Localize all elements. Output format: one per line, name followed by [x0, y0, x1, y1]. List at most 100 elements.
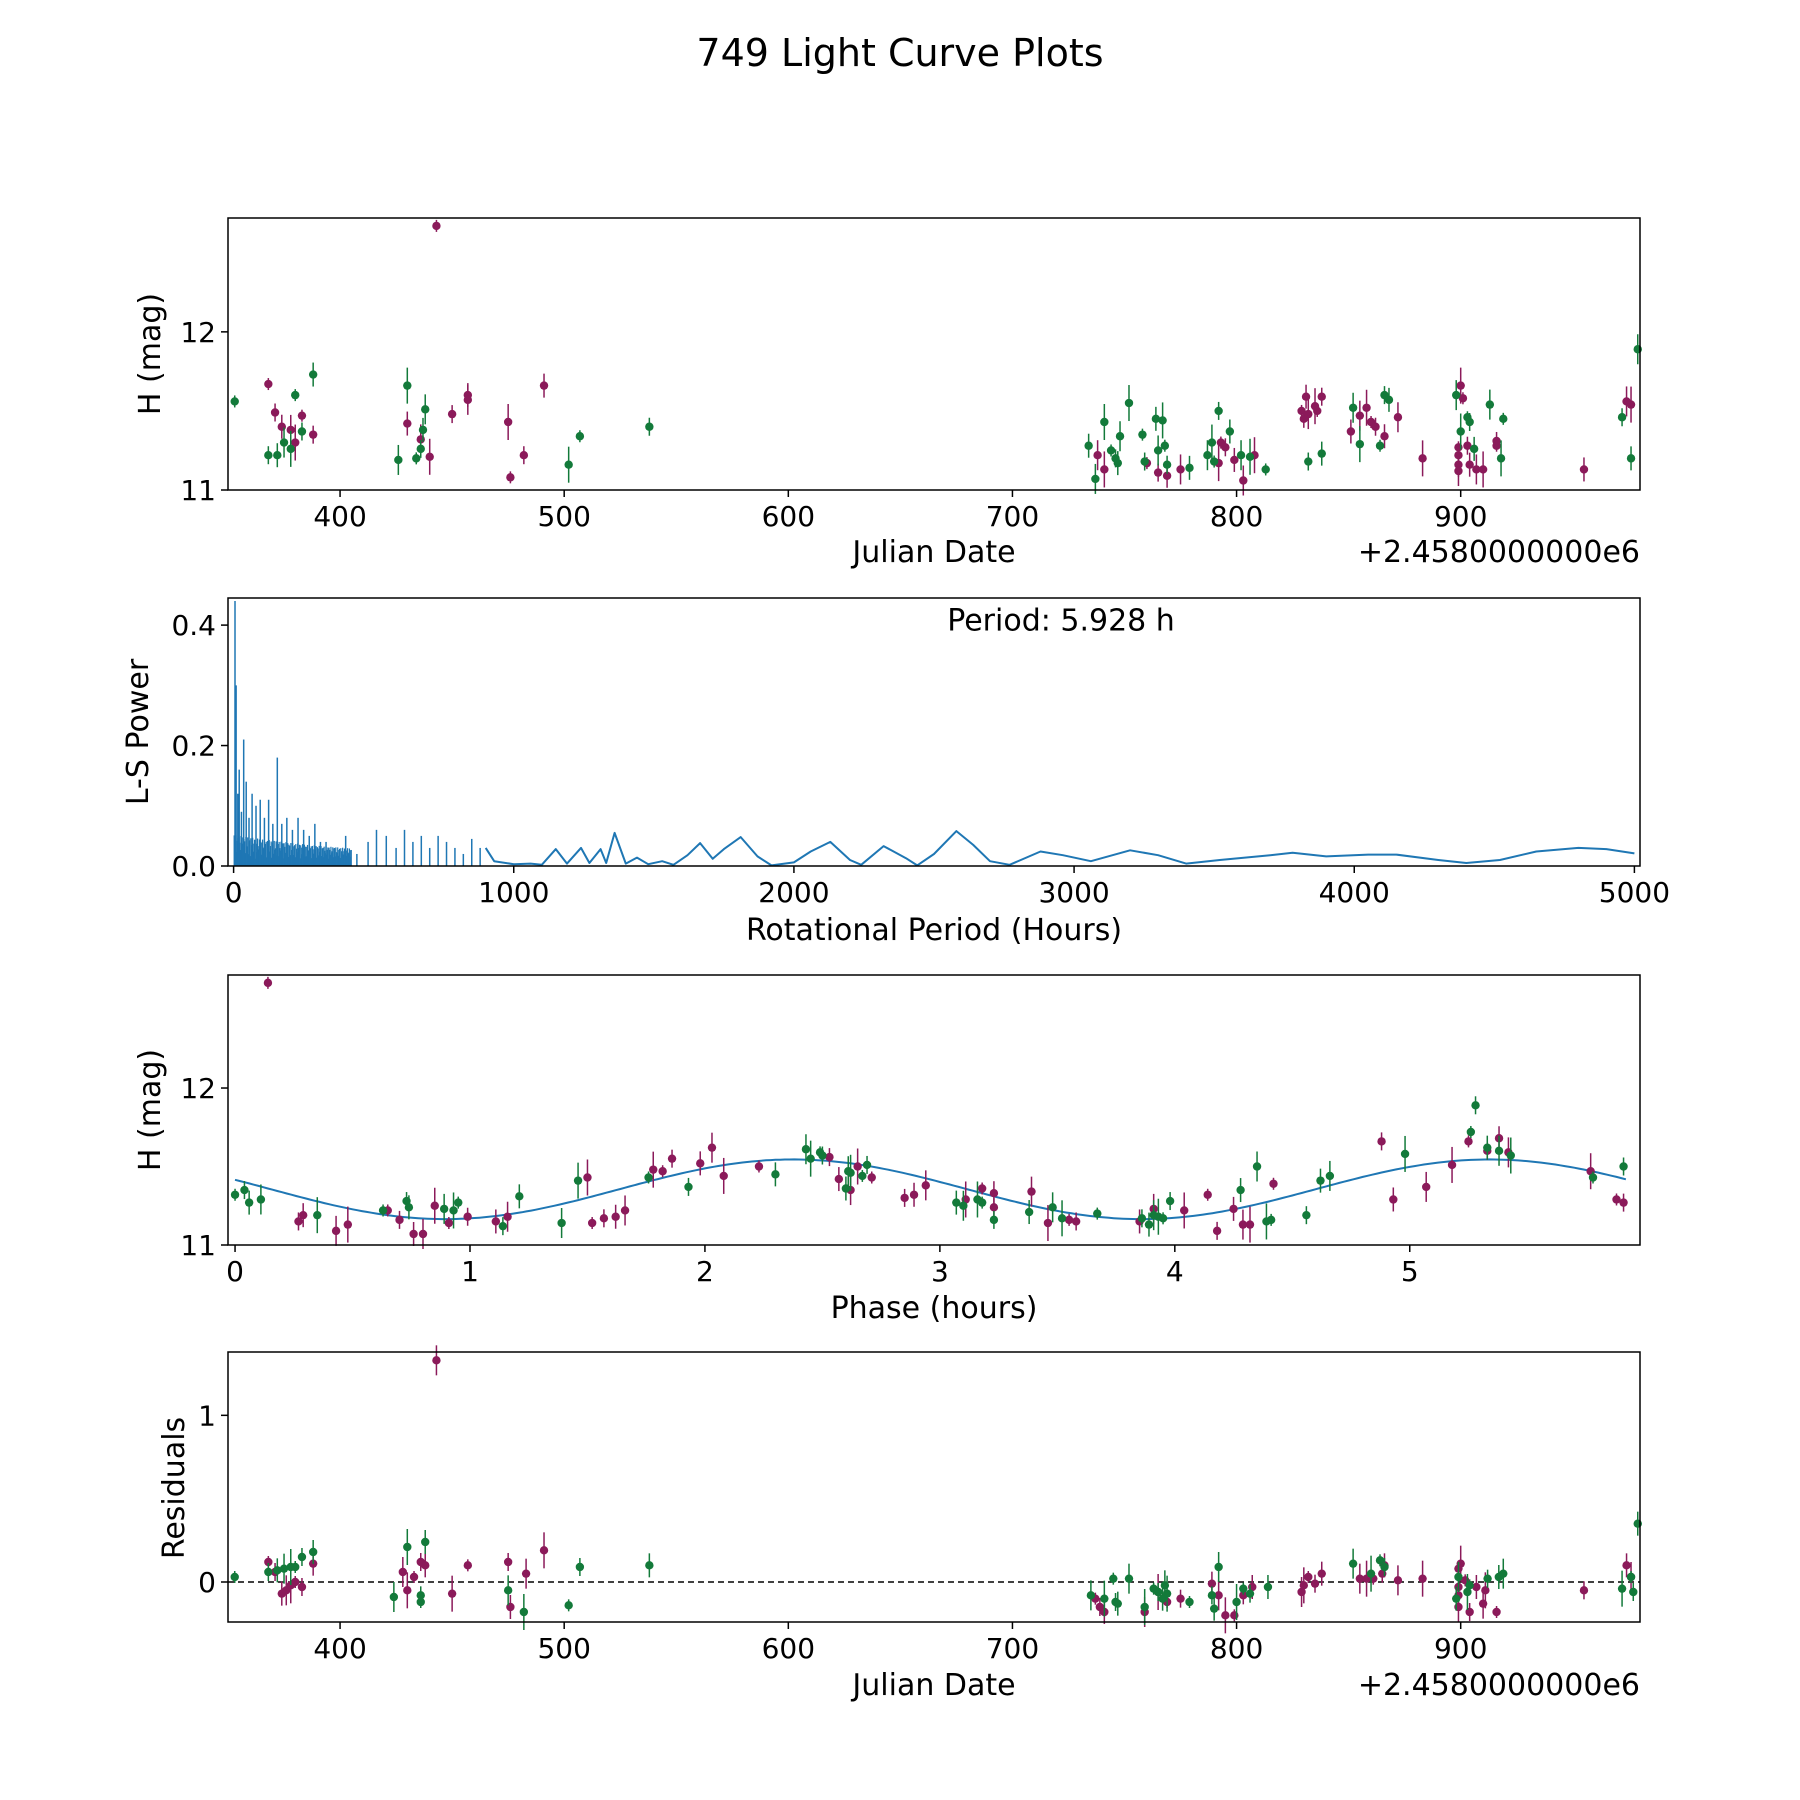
phased-point-filter-2	[959, 1201, 968, 1210]
lightcurve-point-filter-2	[1106, 446, 1116, 455]
residuals-point-filter-1	[1492, 1607, 1501, 1617]
lightcurve-point-filter-1	[1153, 468, 1163, 477]
phased-y-tick-label: 12	[180, 1072, 216, 1105]
residuals-point-filter-2	[1109, 1574, 1118, 1583]
phased-point-filter-1	[491, 1217, 501, 1226]
lightcurve-point-filter-1	[1162, 471, 1172, 480]
lightcurve-point-filter-1	[1230, 455, 1239, 465]
phased-point-filter-1	[395, 1215, 404, 1225]
residuals-point-filter-2	[403, 1542, 412, 1552]
residuals-point-filter-2	[1380, 1562, 1389, 1572]
lightcurve-point-filter-2	[1209, 457, 1219, 466]
phased-point-filter-1	[463, 1212, 472, 1221]
phased-point-filter-2	[977, 1198, 987, 1207]
phased-point-filter-1	[825, 1152, 834, 1162]
lightcurve-point-filter-1	[1176, 465, 1185, 474]
phased-point-filter-1	[649, 1165, 658, 1174]
phased-point-filter-2	[1266, 1215, 1276, 1225]
phased-point-filter-1	[430, 1201, 439, 1210]
lightcurve-point-filter-1	[1362, 403, 1371, 412]
lightcurve-y-label: H (mag)	[133, 293, 168, 415]
phased-point-filter-2	[240, 1185, 249, 1195]
lightcurve-point-filter-1	[432, 221, 441, 231]
residuals-point-filter-2	[273, 1566, 282, 1575]
phased-point-filter-2	[1057, 1214, 1067, 1223]
lightcurve-point-filter-1	[286, 425, 295, 435]
phased-x-tick-label: 5	[1401, 1255, 1419, 1288]
phased-point-filter-2	[1252, 1162, 1262, 1171]
lightcurve-point-filter-2	[1124, 398, 1134, 408]
phased-point-filter-2	[1466, 1127, 1476, 1137]
residuals-point-filter-1	[432, 1356, 441, 1365]
phased-point-filter-1	[867, 1173, 876, 1182]
lightcurve-point-filter-1	[1454, 466, 1463, 476]
residuals-point-filter-2	[264, 1567, 273, 1577]
lightcurve-point-filter-1	[308, 430, 318, 439]
phased-axes-frame	[227, 974, 1641, 1246]
lightcurve-point-filter-1	[1465, 460, 1474, 469]
phased-point-filter-2	[771, 1170, 780, 1179]
residuals-point-filter-1	[1176, 1594, 1185, 1603]
residuals-point-filter-2	[416, 1591, 425, 1600]
periodogram-axes-frame	[227, 597, 1641, 867]
phased-point-filter-1	[263, 978, 273, 988]
residuals-point-filter-2	[1454, 1572, 1463, 1582]
residuals-x-tick-label: 800	[1210, 1632, 1263, 1665]
phased-point-filter-1	[707, 1143, 717, 1152]
lightcurve-point-filter-2	[1207, 438, 1217, 447]
phased-point-filter-1	[1064, 1215, 1074, 1225]
residuals-point-filter-1	[403, 1586, 412, 1595]
residuals-point-filter-2	[1124, 1574, 1134, 1583]
phased-point-filter-2	[846, 1168, 855, 1177]
residuals-point-filter-1	[1207, 1579, 1217, 1588]
lightcurve-x-tick-label: 500	[537, 500, 590, 533]
lightcurve-point-filter-2	[1348, 403, 1358, 412]
phased-point-filter-2	[378, 1206, 388, 1215]
residuals-point-filter-2	[1366, 1569, 1376, 1578]
phased-point-filter-2	[1506, 1151, 1515, 1160]
phased-point-filter-1	[294, 1217, 303, 1226]
lightcurve-point-filter-2	[1617, 413, 1627, 422]
residuals-point-filter-2	[1626, 1572, 1636, 1582]
phased-x-tick-label: 2	[696, 1255, 714, 1288]
lightcurve-point-filter-2	[1456, 427, 1465, 436]
phased-point-filter-2	[439, 1204, 449, 1214]
residuals-point-filter-2	[519, 1607, 529, 1617]
lightcurve-point-filter-2	[264, 451, 273, 460]
residuals-point-filter-1	[539, 1546, 549, 1555]
lightcurve-point-filter-2	[273, 451, 282, 460]
residuals-x-tick-label: 500	[537, 1632, 590, 1665]
phased-x-label: Phase (hours)	[831, 1291, 1038, 1326]
periodogram-y-tick-label: 0.4	[171, 609, 216, 642]
lightcurve-point-filter-2	[418, 425, 428, 435]
residuals-panel: 400 500 600 700 800 900 0 1 Julian Date +2.4580…	[157, 1345, 1642, 1703]
lightcurve-point-filter-1	[1317, 392, 1326, 401]
residuals-point-filter-1	[1418, 1574, 1427, 1583]
residuals-point-filter-1	[421, 1561, 430, 1570]
phased-point-filter-2	[1137, 1214, 1147, 1223]
residuals-point-filter-2	[291, 1562, 300, 1572]
phased-point-filter-2	[557, 1218, 566, 1228]
lightcurve-point-filter-1	[1221, 443, 1230, 452]
residuals-point-filter-2	[1100, 1594, 1109, 1603]
lightcurve-point-filter-2	[1384, 395, 1394, 405]
lightcurve-point-filter-1	[1304, 409, 1313, 419]
residuals-point-filter-2	[1162, 1589, 1172, 1598]
residuals-point-filter-1	[1393, 1576, 1403, 1585]
residuals-point-filter-1	[521, 1569, 531, 1578]
phased-point-filter-2	[1494, 1146, 1504, 1156]
phased-point-filter-1	[921, 1181, 930, 1190]
phased-point-filter-1	[1212, 1226, 1222, 1236]
lightcurve-point-filter-2	[1162, 460, 1172, 469]
lightcurve-point-filter-1	[1458, 394, 1468, 403]
phased-point-filter-1	[989, 1203, 999, 1212]
residuals-x-label: Julian Date	[850, 1668, 1015, 1703]
lightcurve-point-filter-1	[503, 417, 513, 427]
phased-point-filter-1	[418, 1229, 428, 1239]
phased-point-filter-2	[1588, 1173, 1598, 1182]
lightcurve-point-filter-2	[286, 444, 295, 454]
phased-point-filter-1	[1619, 1198, 1628, 1207]
lightcurve-point-filter-2	[403, 381, 412, 390]
lightcurve-point-filter-2	[575, 432, 585, 441]
